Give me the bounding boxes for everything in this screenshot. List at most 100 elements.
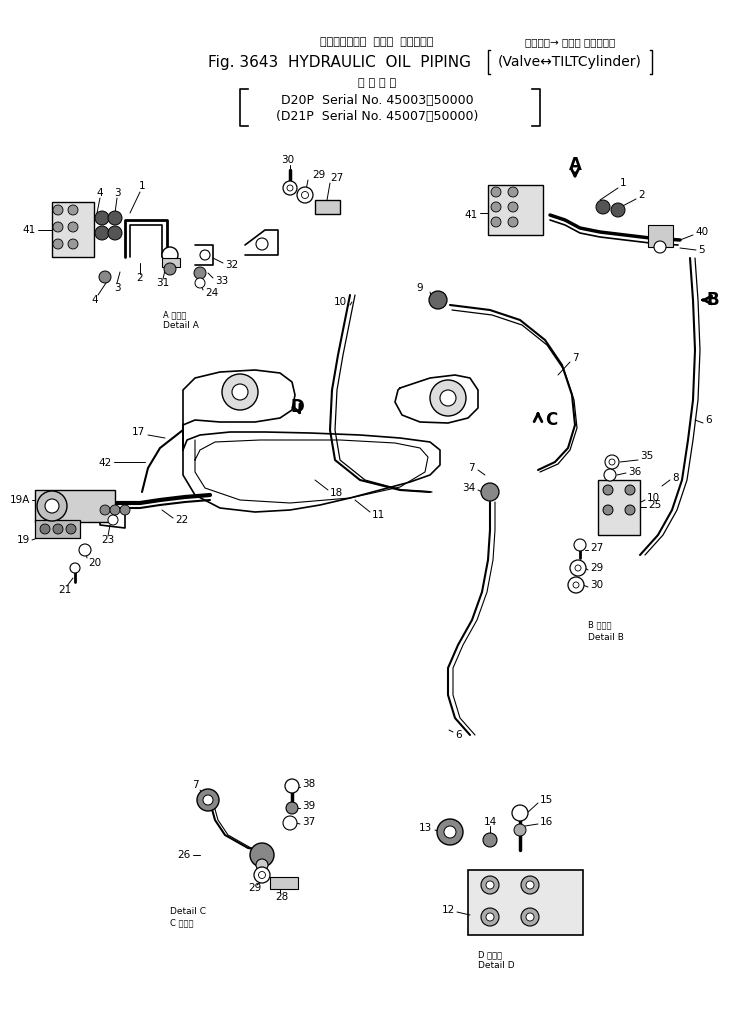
Text: 41: 41 <box>23 225 36 235</box>
Text: 23: 23 <box>101 535 115 545</box>
Circle shape <box>108 515 118 525</box>
Circle shape <box>256 859 268 871</box>
Circle shape <box>596 200 610 214</box>
Text: （バルブ→ チルト シリンダ）: （バルブ→ チルト シリンダ） <box>525 37 615 47</box>
Bar <box>162 258 180 267</box>
Bar <box>52 202 94 257</box>
Text: 2: 2 <box>136 273 143 283</box>
Circle shape <box>200 250 210 260</box>
Circle shape <box>483 833 497 847</box>
Circle shape <box>70 563 80 573</box>
Circle shape <box>99 271 111 283</box>
Text: 42: 42 <box>99 458 112 468</box>
Bar <box>598 480 640 535</box>
Text: 14: 14 <box>483 817 497 827</box>
Text: 15: 15 <box>540 795 553 805</box>
Circle shape <box>574 539 586 551</box>
Text: 13: 13 <box>418 823 432 833</box>
Text: 25: 25 <box>648 500 661 510</box>
Text: 20: 20 <box>88 558 101 569</box>
Text: (D21P  Serial No. 45007～50000): (D21P Serial No. 45007～50000) <box>276 111 478 123</box>
Circle shape <box>164 263 176 275</box>
Text: 21: 21 <box>58 585 72 595</box>
Text: Fig. 3643  HYDRAULIC  OIL  PIPING: Fig. 3643 HYDRAULIC OIL PIPING <box>209 55 471 69</box>
Text: 18: 18 <box>330 488 343 498</box>
Text: 39: 39 <box>302 801 315 811</box>
Circle shape <box>45 499 59 513</box>
Text: 3: 3 <box>114 283 121 293</box>
Circle shape <box>254 868 270 883</box>
Circle shape <box>573 582 579 588</box>
Circle shape <box>95 226 109 240</box>
Text: 33: 33 <box>215 276 228 286</box>
Text: B 詳細図: B 詳細図 <box>588 620 611 630</box>
Text: A 詳細図: A 詳細図 <box>163 310 186 319</box>
Circle shape <box>521 908 539 926</box>
Text: 12: 12 <box>442 905 455 915</box>
Bar <box>648 225 673 247</box>
Text: 19: 19 <box>17 535 30 545</box>
Text: 36: 36 <box>628 467 641 477</box>
Circle shape <box>68 205 78 215</box>
Circle shape <box>256 238 268 250</box>
Text: 6: 6 <box>455 730 461 740</box>
Circle shape <box>68 239 78 249</box>
Text: D: D <box>290 398 304 416</box>
Circle shape <box>53 222 63 232</box>
Circle shape <box>197 789 219 811</box>
Text: A: A <box>569 156 581 174</box>
Bar <box>35 490 115 522</box>
Circle shape <box>110 505 120 515</box>
Text: 5: 5 <box>698 245 705 255</box>
Circle shape <box>203 795 213 805</box>
Text: 7: 7 <box>572 353 578 363</box>
Text: 26: 26 <box>176 850 190 860</box>
Text: 6: 6 <box>705 415 712 425</box>
Circle shape <box>53 205 63 215</box>
Circle shape <box>100 505 110 515</box>
Circle shape <box>526 881 534 889</box>
Circle shape <box>53 239 63 249</box>
Circle shape <box>95 211 109 225</box>
Text: 41: 41 <box>464 210 478 220</box>
Circle shape <box>232 384 248 400</box>
Text: 27: 27 <box>590 543 603 553</box>
Text: 4: 4 <box>92 295 98 305</box>
Text: 2: 2 <box>638 190 645 200</box>
Text: C 詳細図: C 詳細図 <box>170 918 194 928</box>
Text: B: B <box>707 291 719 309</box>
Circle shape <box>526 913 534 921</box>
Circle shape <box>40 524 50 534</box>
Text: 40: 40 <box>695 227 708 237</box>
Circle shape <box>654 241 666 253</box>
Text: 37: 37 <box>302 817 315 827</box>
Circle shape <box>297 187 313 203</box>
Text: 1: 1 <box>139 181 146 191</box>
Circle shape <box>604 469 616 481</box>
Circle shape <box>568 577 584 593</box>
Text: ハイドロリック  オイル  パイピング: ハイドロリック オイル パイピング <box>320 37 434 47</box>
Circle shape <box>120 505 130 515</box>
Text: 35: 35 <box>640 451 653 461</box>
Text: Detail A: Detail A <box>163 320 199 330</box>
Circle shape <box>508 187 518 197</box>
Circle shape <box>514 824 526 836</box>
Bar <box>270 877 298 889</box>
Circle shape <box>481 483 499 501</box>
Circle shape <box>283 181 297 195</box>
Circle shape <box>625 485 635 495</box>
Text: 9: 9 <box>416 283 423 293</box>
Circle shape <box>570 560 586 576</box>
Text: 3: 3 <box>114 188 121 198</box>
Text: 8: 8 <box>672 473 679 483</box>
Circle shape <box>286 802 298 814</box>
Text: 10: 10 <box>334 297 347 307</box>
Circle shape <box>491 217 501 227</box>
Text: Detail B: Detail B <box>588 633 624 642</box>
Circle shape <box>625 505 635 515</box>
Text: 10: 10 <box>647 493 660 503</box>
Circle shape <box>287 185 293 191</box>
Circle shape <box>611 203 625 217</box>
Text: D20P  Serial No. 45003～50000: D20P Serial No. 45003～50000 <box>280 94 474 107</box>
Text: 32: 32 <box>225 260 238 270</box>
